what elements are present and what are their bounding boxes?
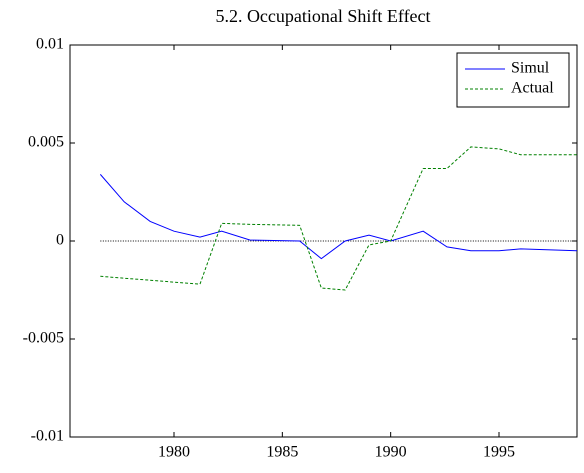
legend-box [456,52,570,108]
y-tick-label: -0.005 [23,330,64,347]
y-tick-label: 0.01 [36,36,64,53]
y-tick-label: -0.01 [31,428,64,445]
series-line [99,174,578,260]
x-tick-label: 1990 [375,444,407,461]
x-tick-label: 1995 [483,444,515,461]
series-line [100,146,577,291]
x-tick-label: 1980 [158,444,190,461]
chart-title: 5.2. Occupational Shift Effect [215,6,430,26]
legend-label: Actual [511,80,554,97]
y-tick-label: 0 [56,232,64,249]
y-tick-label: 0.005 [28,134,64,151]
x-tick-label: 1985 [266,444,298,461]
legend-label: Simul [511,60,550,77]
